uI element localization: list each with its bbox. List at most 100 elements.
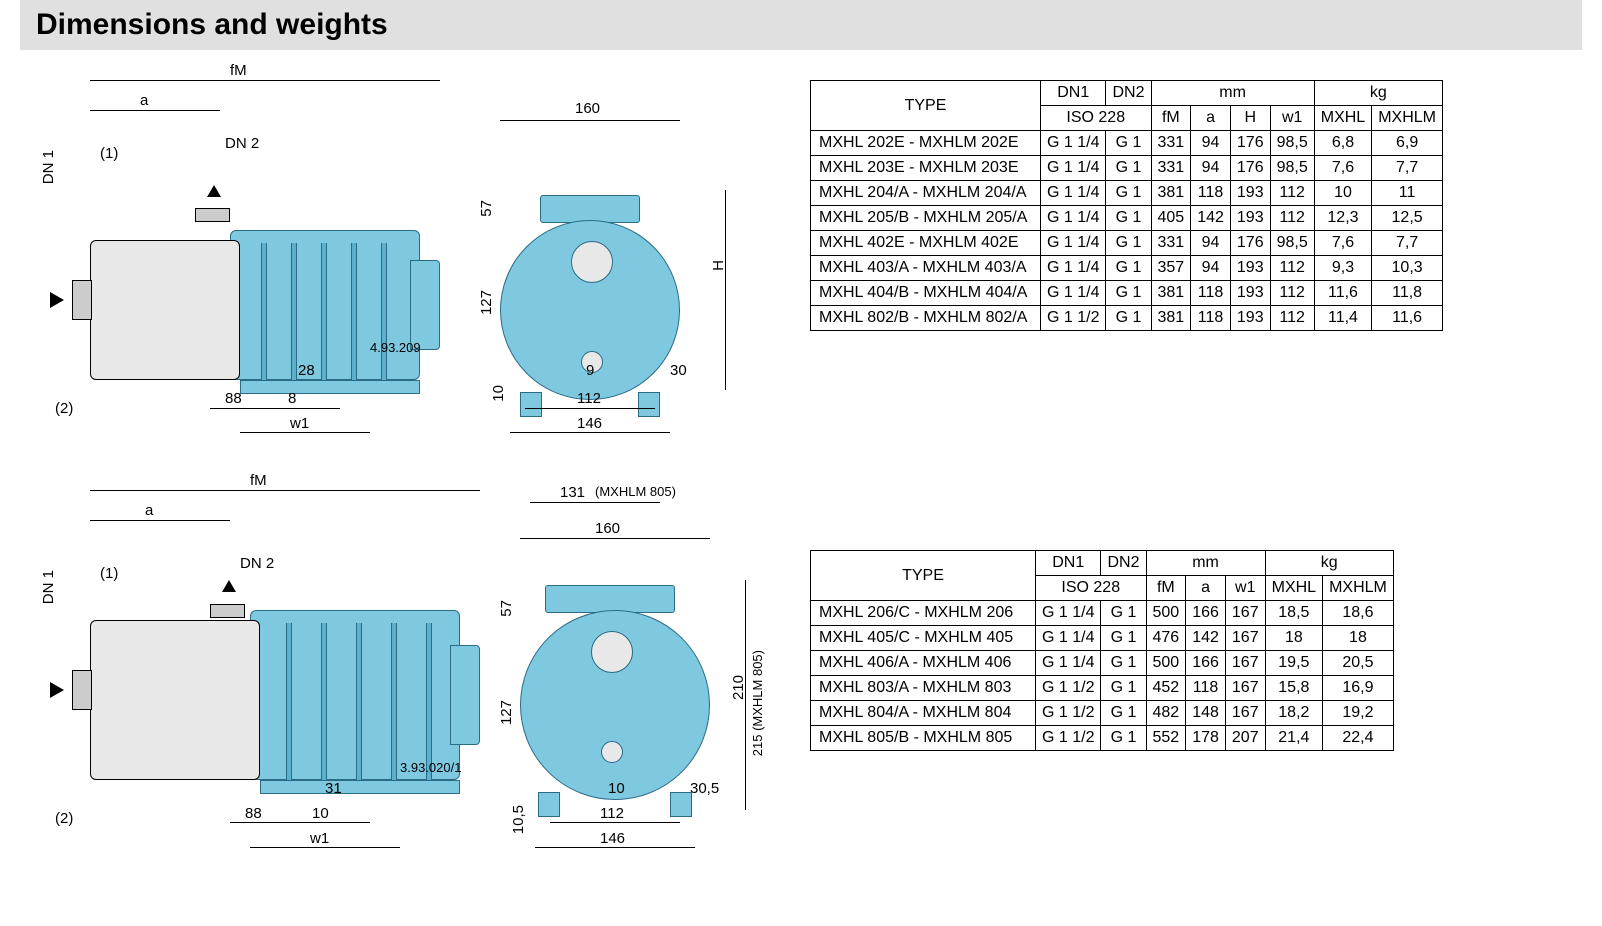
cell-type: MXHL 404/B - MXHLM 404/A xyxy=(811,281,1041,306)
dim-160: 160 xyxy=(575,100,600,117)
dim-dn2: DN 2 xyxy=(225,135,259,152)
cell: 22,4 xyxy=(1323,726,1394,751)
th2-a: a xyxy=(1186,576,1226,601)
section-row-2: fM a DN 1 DN 2 (1) (2) xyxy=(30,480,1572,840)
dim-30: 30 xyxy=(670,362,687,379)
dim-ref2: (2) xyxy=(55,400,73,417)
th2-c2: MXHLM xyxy=(1323,576,1394,601)
dim2-dn2: DN 2 xyxy=(240,555,274,572)
dim-88: 88 xyxy=(225,390,242,407)
cell: 112 xyxy=(1270,181,1314,206)
dim2-160: 160 xyxy=(595,520,620,537)
cell: 94 xyxy=(1191,156,1231,181)
cell: 98,5 xyxy=(1270,156,1314,181)
cell: 94 xyxy=(1191,256,1231,281)
pump-side-view-2 xyxy=(90,610,440,780)
dim2-fM: fM xyxy=(250,472,267,489)
cell: 207 xyxy=(1225,726,1265,751)
cell: 118 xyxy=(1191,281,1231,306)
th-w1: w1 xyxy=(1270,106,1314,131)
cell: 193 xyxy=(1230,256,1270,281)
pump-side-view xyxy=(90,220,440,390)
cell: 176 xyxy=(1230,156,1270,181)
cell: 98,5 xyxy=(1270,231,1314,256)
th-kg: kg xyxy=(1314,81,1442,106)
cell: 19,5 xyxy=(1265,651,1322,676)
cell: G 1 xyxy=(1106,256,1151,281)
dim-dn1: DN 1 xyxy=(40,150,57,184)
cell: G 1 xyxy=(1106,281,1151,306)
cell: 6,8 xyxy=(1314,131,1371,156)
table-row: MXHL 805/B - MXHLM 805G 1 1/2G 155217820… xyxy=(811,726,1394,751)
cell: G 1 xyxy=(1106,181,1151,206)
th2-iso: ISO 228 xyxy=(1036,576,1147,601)
th2-c1: MXHL xyxy=(1265,576,1322,601)
cell: 405 xyxy=(1151,206,1191,231)
cell: 118 xyxy=(1191,306,1231,331)
cell: 94 xyxy=(1191,231,1231,256)
cell: 18,6 xyxy=(1323,601,1394,626)
cell: G 1 1/4 xyxy=(1041,231,1106,256)
dim-w1: w1 xyxy=(290,415,309,432)
cell: 167 xyxy=(1225,626,1265,651)
cell: 94 xyxy=(1191,131,1231,156)
cell: 176 xyxy=(1230,131,1270,156)
cell: 142 xyxy=(1191,206,1231,231)
cell: G 1 xyxy=(1106,231,1151,256)
cell: G 1 xyxy=(1101,601,1146,626)
table-row: MXHL 802/B - MXHLM 802/AG 1 1/2G 1381118… xyxy=(811,306,1443,331)
cell: 381 xyxy=(1151,181,1191,206)
cell-type: MXHL 203E - MXHLM 203E xyxy=(811,156,1041,181)
dim-drawing-ref: 4.93.209 xyxy=(370,340,421,355)
dim-ref1: (1) xyxy=(100,145,118,162)
cell: 11,8 xyxy=(1372,281,1443,306)
cell: 167 xyxy=(1225,701,1265,726)
cell: 7,7 xyxy=(1372,156,1443,181)
cell: G 1 1/4 xyxy=(1041,206,1106,231)
cell: 10,3 xyxy=(1372,256,1443,281)
cell-type: MXHL 403/A - MXHLM 403/A xyxy=(811,256,1041,281)
cell-type: MXHL 805/B - MXHLM 805 xyxy=(811,726,1036,751)
cell: G 1 xyxy=(1101,701,1146,726)
table-row: MXHL 204/A - MXHLM 204/AG 1 1/4G 1381118… xyxy=(811,181,1443,206)
cell: G 1 1/4 xyxy=(1041,131,1106,156)
dim-127: 127 xyxy=(478,290,495,315)
dim-10l: 10 xyxy=(490,385,507,402)
cell-type: MXHL 804/A - MXHLM 804 xyxy=(811,701,1036,726)
th-dn1: DN1 xyxy=(1041,81,1106,106)
cell: 20,5 xyxy=(1323,651,1394,676)
table-row: MXHL 404/B - MXHLM 404/AG 1 1/4G 1381118… xyxy=(811,281,1443,306)
table-row: MXHL 403/A - MXHLM 403/AG 1 1/4G 1357941… xyxy=(811,256,1443,281)
cell: 193 xyxy=(1230,306,1270,331)
cell: 193 xyxy=(1230,206,1270,231)
cell: 193 xyxy=(1230,181,1270,206)
cell: 476 xyxy=(1146,626,1186,651)
th-a: a xyxy=(1191,106,1231,131)
th-c2: MXHLM xyxy=(1372,106,1443,131)
spec-table-2: TYPE DN1 DN2 mm kg ISO 228 fM a w1 MXHL … xyxy=(810,550,1394,751)
cell: 331 xyxy=(1151,156,1191,181)
table-row: MXHL 402E - MXHLM 402EG 1 1/4G 133194176… xyxy=(811,231,1443,256)
spec-table-1: TYPE DN1 DN2 mm kg ISO 228 fM a H w1 MXH… xyxy=(810,80,1443,331)
dim2-10b: 10 xyxy=(608,780,625,797)
cell: 12,5 xyxy=(1372,206,1443,231)
cell: 112 xyxy=(1270,306,1314,331)
cell: G 1 1/2 xyxy=(1036,726,1101,751)
dim-112: 112 xyxy=(577,390,601,407)
cell: 178 xyxy=(1186,726,1226,751)
dim-8: 8 xyxy=(288,390,296,407)
cell: 21,4 xyxy=(1265,726,1322,751)
cell: 18 xyxy=(1323,626,1394,651)
cell: 112 xyxy=(1270,256,1314,281)
cell: G 1 1/2 xyxy=(1041,306,1106,331)
dim2-a: a xyxy=(145,502,153,519)
cell: 118 xyxy=(1186,676,1226,701)
cell-type: MXHL 204/A - MXHLM 204/A xyxy=(811,181,1041,206)
th-iso: ISO 228 xyxy=(1041,106,1152,131)
cell: G 1 1/4 xyxy=(1041,281,1106,306)
th2-kg: kg xyxy=(1265,551,1393,576)
cell: G 1 1/4 xyxy=(1036,651,1101,676)
cell: 482 xyxy=(1146,701,1186,726)
table-row: MXHL 804/A - MXHLM 804G 1 1/2G 148214816… xyxy=(811,701,1394,726)
dim2-w1: w1 xyxy=(310,830,329,847)
